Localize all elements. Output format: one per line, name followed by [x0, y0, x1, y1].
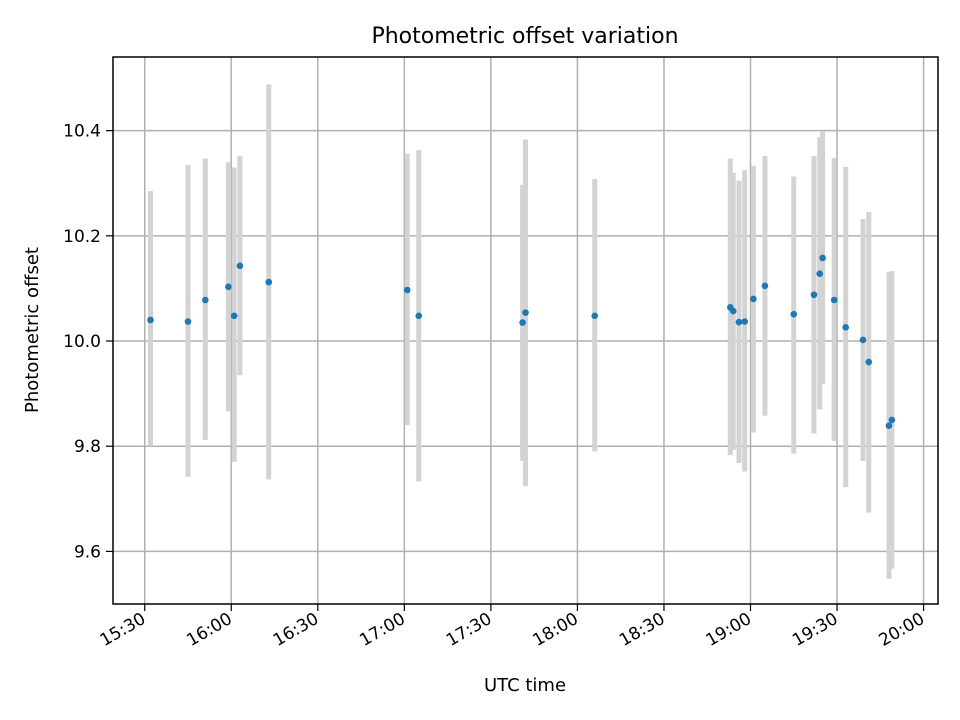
data-point — [519, 319, 526, 326]
x-axis-ticks: 15:30 16:00 16:30 17:00 17:30 18:00 18:30 19:00… — [97, 604, 928, 651]
data-point — [729, 307, 737, 315]
y-axis-ticks: 9.6 9.8 10.0 10.2 10.4 — [63, 122, 113, 562]
data-point — [741, 318, 749, 325]
x-tick-label: 15:30 — [97, 609, 149, 651]
point-layer — [147, 254, 896, 429]
errorbar-layer — [148, 84, 895, 579]
data-point — [591, 312, 599, 320]
data-point — [230, 312, 238, 320]
data-point — [184, 318, 192, 325]
chart-title: Photometric offset variation — [371, 24, 678, 49]
data-point — [147, 316, 154, 324]
y-tick-label: 9.6 — [74, 542, 101, 562]
y-tick-label: 10.2 — [63, 227, 101, 247]
data-point — [225, 283, 232, 291]
x-tick-label: 20:00 — [876, 609, 928, 651]
data-point — [842, 324, 849, 331]
data-point — [859, 336, 867, 344]
y-axis-label: Photometric offset — [22, 247, 43, 413]
x-tick-label: 16:00 — [183, 609, 235, 651]
data-point — [761, 282, 769, 290]
x-tick-label: 19:00 — [703, 609, 755, 651]
x-tick-label: 16:30 — [270, 609, 322, 651]
data-point — [790, 310, 798, 318]
data-point — [735, 318, 743, 326]
data-point — [415, 312, 423, 320]
data-point — [830, 296, 838, 304]
x-axis-label: UTC time — [484, 675, 566, 696]
data-point — [750, 295, 757, 303]
x-tick-label: 18:00 — [529, 609, 581, 651]
data-point — [865, 358, 873, 366]
x-tick-label: 17:00 — [356, 609, 408, 651]
y-tick-label: 9.8 — [74, 437, 101, 457]
data-point — [236, 262, 244, 270]
data-point — [265, 278, 273, 286]
data-point — [888, 416, 896, 424]
y-tick-label: 10.4 — [63, 122, 101, 142]
x-tick-label: 19:30 — [789, 609, 841, 651]
plot-frame — [112, 56, 939, 605]
data-point — [819, 254, 826, 262]
data-point — [202, 296, 209, 304]
data-point — [885, 422, 893, 429]
data-point — [816, 270, 824, 277]
data-point — [522, 309, 529, 316]
data-point — [403, 286, 411, 294]
x-tick-label: 18:30 — [616, 609, 668, 651]
data-point — [810, 291, 818, 299]
y-tick-label: 10.0 — [63, 332, 101, 352]
x-tick-label: 17:30 — [443, 609, 495, 651]
